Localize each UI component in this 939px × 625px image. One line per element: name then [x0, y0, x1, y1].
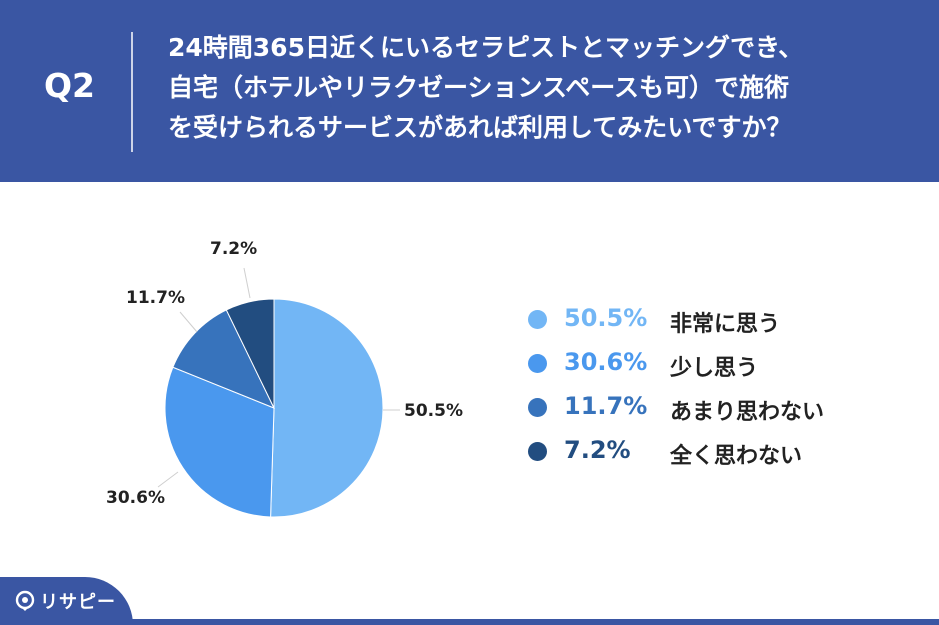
- chart-panel: [0, 182, 939, 619]
- legend-swatch: [528, 398, 547, 417]
- brand-logo: リサピー: [14, 588, 116, 614]
- legend-label: 全く思わない: [670, 444, 803, 469]
- slice-value-label: 50.5%: [404, 401, 463, 421]
- question-line-3: を受けられるサービスがあれば利用してみたいですか？: [168, 113, 792, 142]
- slice-value-label: 30.6%: [106, 488, 165, 508]
- slice-leader-line: [243, 267, 251, 299]
- slice-leader-line: [157, 471, 179, 488]
- brand-name: リサピー: [40, 592, 116, 613]
- question-number: Q2: [44, 66, 96, 105]
- question-line-1: 24時間365日近くにいるセラピストとマッチングでき、: [168, 33, 804, 62]
- legend-item: 7.2% 全く思わない: [528, 430, 908, 474]
- legend-value: 50.5%: [564, 304, 648, 332]
- header-divider: [131, 32, 133, 152]
- legend-value: 30.6%: [564, 348, 648, 376]
- pie-slice: [172, 309, 276, 409]
- question-line-2: 自宅（ホテルやリラクゼーションスペースも可）で施術: [168, 73, 790, 102]
- legend-item: 30.6% 少し思う: [528, 342, 908, 386]
- legend-label: あまり思わない: [670, 400, 825, 425]
- legend-item: 50.5% 非常に思う: [528, 298, 908, 342]
- legend-value: 7.2%: [564, 436, 631, 464]
- slice-value-label: 11.7%: [126, 288, 185, 308]
- pie-slice: [164, 366, 275, 518]
- chart-legend: 50.5% 非常に思う 30.6% 少し思う 11.7% あまり思わない 7.2…: [528, 298, 908, 474]
- legend-swatch: [528, 442, 547, 461]
- pie-slice: [225, 298, 275, 409]
- legend-item: 11.7% あまり思わない: [528, 386, 908, 430]
- slice-leader-line: [179, 311, 198, 333]
- question-text: 24時間365日近くにいるセラピストとマッチングでき、 自宅（ホテルやリラクゼー…: [168, 28, 928, 148]
- brand-tab: [0, 577, 133, 625]
- legend-label: 非常に思う: [670, 312, 781, 337]
- legend-label: 少し思う: [670, 356, 759, 381]
- pie-slice: [270, 298, 384, 518]
- legend-swatch: [528, 310, 547, 329]
- slice-value-label: 7.2%: [210, 239, 257, 259]
- header: Q2 24時間365日近くにいるセラピストとマッチングでき、 自宅（ホテルやリラ…: [0, 0, 939, 172]
- legend-swatch: [528, 354, 547, 373]
- brand-pin-icon: [15, 590, 35, 611]
- legend-value: 11.7%: [564, 392, 648, 420]
